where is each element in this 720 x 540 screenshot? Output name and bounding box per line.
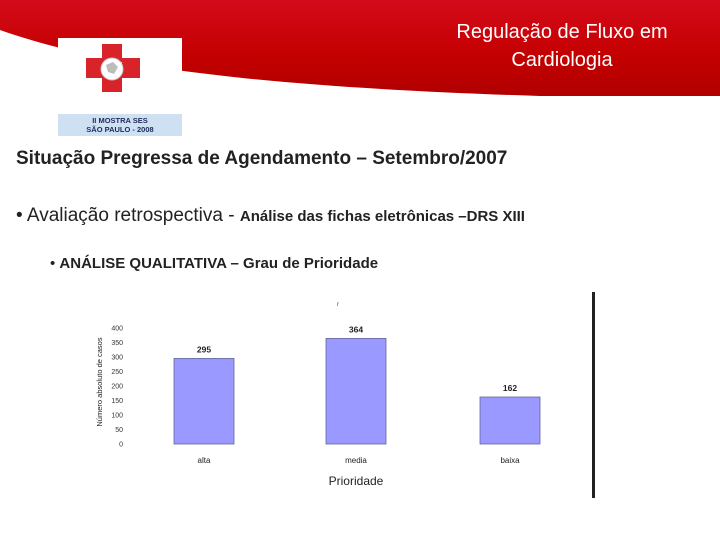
y-tick-label: 150 [111,398,123,405]
priority-chart: r 400 350 300 250 200 150 100 50 0 295 alta 364 med… [86,292,595,498]
header-title: Regulação de Fluxo em Cardiologia [412,18,712,74]
bar-value-label: 162 [503,383,517,393]
bar-baixa [479,396,541,445]
bar-value-label: 295 [197,344,211,354]
bullet-dot: • [50,255,60,272]
bullet-retrospective-lead: • Avaliação retrospectiva - [16,205,240,226]
bullet-retrospective: • Avaliação retrospectiva - Análise das … [16,205,525,227]
chart-x-axis-label: Prioridade [329,474,384,488]
chart-corner-mark: r [337,302,339,308]
bar-media [325,338,387,445]
category-label: alta [198,456,211,465]
logo-caption-line2: SÃO PAULO - 2008 [86,125,154,134]
bullet-retrospective-detail: Análise das fichas eletrônicas –DRS XIII [239,208,525,225]
priority-chart-svg: r 400 350 300 250 200 150 100 50 0 295 alta 364 med… [95,302,541,488]
section-title: Situação Pregressa de Agendamento – Sete… [16,148,508,169]
bullet-qualitative-text: ANÁLISE QUALITATIVA – Grau de Prioridade [59,255,379,272]
y-tick-label: 0 [119,442,123,449]
logo-caption: II MOSTRA SES SÃO PAULO - 2008 [58,114,182,136]
y-tick-label: 250 [111,369,123,376]
category-label: baixa [500,456,520,465]
category-label: media [345,456,367,465]
header-title-line2: Cardiologia [511,49,613,71]
y-tick-label: 300 [111,355,123,362]
y-tick-label: 350 [111,340,123,347]
bar-alta [173,358,235,445]
y-tick-label: 100 [111,413,123,420]
bar-value-label: 364 [349,324,363,334]
y-tick-label: 50 [115,427,123,434]
logo-caption-line1: II MOSTRA SES [92,116,148,125]
chart-y-axis-label: Número absoluto de casos [95,337,104,426]
header-title-line1: Regulação de Fluxo em [456,21,668,43]
cross-logo-icon [86,44,140,92]
bullet-qualitative: • ANÁLISE QUALITATIVA – Grau de Priorida… [50,255,378,272]
y-tick-label: 400 [111,326,123,333]
y-tick-label: 200 [111,384,123,391]
